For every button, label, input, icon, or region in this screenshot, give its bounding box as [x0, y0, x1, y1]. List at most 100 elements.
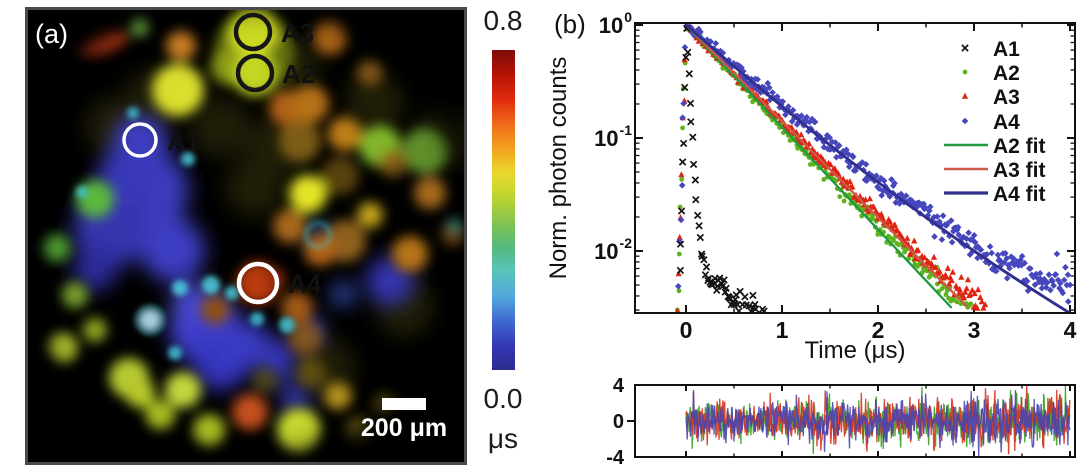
data-point	[1035, 278, 1043, 286]
legend-label: A2 fit	[993, 135, 1046, 158]
data-point	[956, 289, 963, 296]
data-point	[943, 273, 950, 280]
data-point	[962, 69, 968, 75]
data-point	[677, 207, 686, 215]
data-point	[927, 203, 934, 211]
series-a1	[676, 24, 768, 312]
data-point	[1032, 270, 1040, 278]
data-point	[761, 86, 769, 94]
region-label-a4: A4	[288, 269, 322, 299]
colorbar-max-label: 0.8	[483, 5, 523, 36]
data-point	[769, 89, 776, 96]
data-point	[676, 266, 685, 275]
data-point	[907, 250, 914, 257]
data-point	[675, 307, 681, 312]
panel-a-label: (a)	[35, 19, 68, 49]
data-point	[1064, 271, 1072, 279]
data-point	[1043, 279, 1051, 286]
data-point	[891, 238, 896, 243]
data-point	[803, 113, 811, 121]
region-ring-a1	[122, 122, 158, 158]
data-point	[719, 49, 727, 57]
data-point	[676, 288, 682, 294]
region-ring-a2	[235, 53, 275, 93]
data-point	[676, 238, 683, 245]
data-point	[849, 153, 857, 161]
data-point	[738, 64, 745, 71]
data-point	[785, 103, 792, 110]
panel-a-annotations: A1 A2 A3 A4	[122, 12, 322, 305]
data-point	[754, 76, 761, 83]
scale-bar: 200 μm	[361, 398, 447, 442]
data-point	[974, 304, 981, 311]
data-point	[837, 194, 843, 200]
region-label-a1: A1	[167, 126, 200, 156]
data-point	[968, 301, 974, 307]
x-tick-label: 1	[776, 317, 789, 343]
data-point	[760, 84, 768, 91]
data-point	[993, 267, 1000, 275]
data-point	[955, 231, 962, 239]
data-point	[975, 286, 982, 293]
data-point	[749, 291, 757, 300]
data-point	[866, 195, 873, 202]
data-point	[886, 193, 894, 200]
flim-vignette	[25, 7, 467, 465]
data-point	[685, 70, 694, 78]
data-point	[897, 190, 905, 198]
legend-label: A3	[993, 86, 1020, 109]
decay-plot-frame	[634, 22, 1076, 314]
data-point	[686, 99, 695, 108]
data-point	[938, 236, 946, 243]
data-point	[798, 131, 805, 138]
data-point	[849, 183, 856, 190]
data-point	[1066, 281, 1074, 289]
data-point	[1045, 271, 1053, 278]
data-point	[1047, 286, 1054, 294]
legend-label: A4 fit	[993, 183, 1046, 206]
data-point	[1018, 261, 1025, 269]
data-point	[702, 263, 711, 271]
data-point	[977, 246, 985, 253]
data-point	[689, 133, 697, 141]
data-point	[875, 185, 883, 192]
data-point	[843, 146, 850, 154]
data-point	[689, 160, 698, 169]
data-point	[675, 283, 682, 290]
data-point	[773, 93, 781, 100]
data-point	[880, 177, 888, 184]
data-point	[788, 118, 796, 125]
data-point	[808, 115, 816, 123]
residuals-y-label: 0	[613, 411, 624, 433]
data-point	[990, 264, 997, 271]
data-point	[681, 44, 689, 51]
data-point	[912, 255, 919, 262]
data-point	[936, 267, 943, 274]
data-point	[757, 89, 764, 96]
data-point	[1027, 265, 1034, 272]
data-point	[806, 140, 813, 147]
data-point	[697, 250, 706, 258]
data-point	[914, 246, 922, 253]
panel-a-image: A1 A2 A3 A4 (a) 200 μm	[25, 7, 467, 465]
y-tick-label: 10-2	[594, 235, 632, 264]
data-point	[1003, 274, 1011, 282]
series-a3	[675, 24, 989, 312]
data-point	[971, 290, 978, 297]
x-tick-label: 2	[872, 317, 885, 343]
data-point	[835, 142, 843, 149]
data-point	[811, 118, 819, 126]
data-point	[904, 234, 911, 241]
data-point	[1056, 284, 1063, 292]
data-point	[977, 293, 984, 300]
data-point	[741, 293, 749, 301]
data-point	[1057, 279, 1064, 287]
data-point	[968, 236, 976, 243]
data-point	[676, 251, 682, 257]
data-point	[703, 36, 711, 44]
data-point	[745, 80, 752, 88]
data-point	[692, 195, 700, 204]
data-point	[1021, 259, 1028, 267]
